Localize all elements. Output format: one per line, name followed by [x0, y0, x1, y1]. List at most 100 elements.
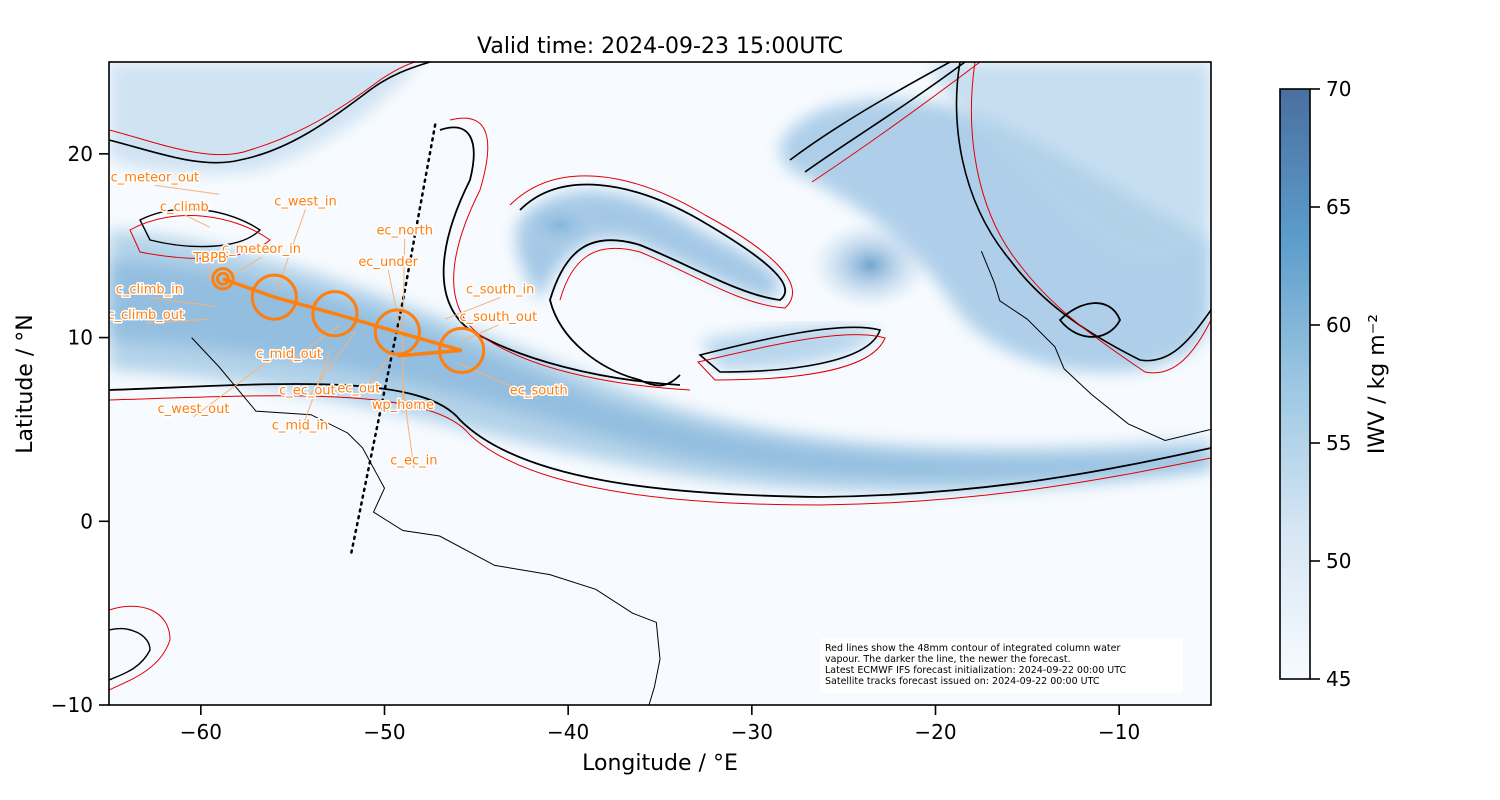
info-line-1: Red lines show the 48mm contour of integ… [825, 643, 1120, 654]
waypoint-label-c_meteor_in: c_meteor_in [222, 242, 301, 257]
waypoint-label-c_climb_in: c_climb_in [116, 282, 183, 297]
info-line-3: Latest ECMWF IFS forecast initialization… [825, 665, 1126, 676]
contour-northwest-new [109, 62, 431, 164]
waypoint-leader-ec_under [387, 269, 404, 342]
map-area: c_meteor_out c_climb c_west_in c_meteor_inT… [107, 61, 1212, 706]
colorbar-tick-label: 65 [1326, 195, 1351, 219]
info-line-4: Satellite tracks forecast issued on: 202… [825, 676, 1100, 687]
waypoint-label-ec_south: ec_south [510, 384, 568, 399]
colorbar-tick-label: 50 [1326, 549, 1351, 573]
flight-track [222, 277, 463, 358]
moisture-maximum [810, 220, 930, 310]
moisture-tongue [700, 325, 880, 370]
colorbar-ticks: 70 65 60 55 50 45 [1310, 77, 1351, 691]
waypoint-label-c_climb_out: c_climb_out [107, 308, 184, 323]
waypoint-leader-c_ec_in [402, 387, 415, 469]
contour-plume-west-old [811, 62, 981, 183]
y-tick-label: 10 [68, 326, 93, 350]
waypoint-label-ec_under: ec_under [358, 255, 418, 270]
contour-northwest-old [109, 62, 416, 156]
info-line-2: vapour. The darker the line, the newer t… [825, 654, 1071, 665]
y-axis-label: Latitude / °N [13, 314, 38, 453]
contour-plume-west-new [789, 62, 966, 173]
contour-tongue-new [698, 326, 882, 373]
contour-curl-new [519, 183, 787, 387]
flight-circle-0 [211, 267, 235, 291]
flight-circle-4 [373, 308, 421, 356]
waypoint-label-c_ec_in: c_ec_in [390, 453, 437, 468]
flight-circle-5 [438, 326, 486, 374]
colorbar-tick-label: 70 [1326, 77, 1351, 101]
waypoint-labels: c_meteor_out c_climb c_west_in c_meteor_inT… [107, 169, 569, 470]
waypoint-leader-c_climb_in [149, 296, 216, 307]
colorbar: 70 65 60 55 50 45 IWV / kg m⁻² [1279, 77, 1390, 691]
x-tick-label: −40 [547, 720, 589, 744]
waypoint-label-ec_out: ec_out [337, 382, 380, 397]
flight-circle-1 [215, 271, 230, 286]
iwv-field: c_meteor_out c_climb c_west_in c_meteor_inT… [107, 62, 1211, 705]
colorbar-label: IWV / kg m⁻² [1365, 314, 1390, 454]
waypoint-leader-ec_north [402, 238, 406, 334]
contour-curl-old [509, 175, 793, 309]
coastline-south-america [191, 337, 661, 705]
waypoint-leader-ec_out [358, 353, 393, 397]
moisture-northeast [930, 62, 1211, 267]
x-tick-label: −30 [731, 720, 773, 744]
map-title: Valid time: 2024-09-23 15:00UTC [477, 34, 843, 59]
waypoint-label-c_mid_out: c_mid_out [256, 347, 322, 362]
info-box: Red lines show the 48mm contour of integ… [820, 638, 1183, 693]
moisture-curl-core [515, 195, 605, 255]
waypoint-leader-c_climb_out [145, 318, 209, 324]
y-tick-label: −10 [51, 693, 93, 717]
contour-eastern-island [1058, 302, 1121, 338]
x-axis-label: Longitude / °E [582, 751, 738, 776]
coastline-africa [980, 251, 1211, 442]
y-axis: 20 10 0 −10 [51, 142, 109, 717]
contour-southwest-old [109, 605, 171, 691]
waypoint-leader-c_mid_in [299, 348, 332, 434]
satellite-track [350, 119, 438, 554]
waypoint-label-TBPB: TBPB [192, 251, 227, 266]
contour-trough-new [439, 126, 681, 386]
waypoint-label-ec_north: ec_north [376, 224, 433, 239]
waypoint-label-c_mid_in: c_mid_in [272, 418, 329, 433]
colorbar-bar [1279, 88, 1311, 680]
y-tick-label: 20 [68, 142, 93, 166]
contour-plume-east-old [971, 62, 1211, 374]
contour-southwest-new [109, 628, 151, 681]
map-frame [108, 61, 1212, 706]
x-tick-label: −10 [1098, 720, 1140, 744]
flight-circle-3 [311, 290, 359, 338]
y-tick-label: 0 [80, 509, 93, 533]
waypoint-label-c_meteor_out: c_meteor_out [111, 170, 200, 185]
waypoint-leader-c_west_out [193, 362, 266, 418]
contour-caribbean-new [139, 208, 262, 248]
flight-circle-2 [250, 273, 298, 321]
contour-caribbean-old [129, 215, 271, 259]
x-tick-label: −20 [914, 720, 956, 744]
contour-south-old [109, 395, 1211, 506]
waypoint-label-c_south_in: c_south_in [466, 282, 534, 297]
waypoint-label-wp_home: wp_home [372, 398, 434, 413]
colorbar-tick-label: 45 [1326, 667, 1351, 691]
contour-south-new [109, 383, 1211, 498]
waypoint-label-c_climb: c_climb [160, 200, 209, 215]
flight-circles [211, 267, 486, 374]
waypoint-label-c_south_out: c_south_out [459, 310, 537, 325]
waypoint-leader-c_south_in [444, 297, 501, 320]
info-box-background [820, 638, 1183, 693]
colorbar-tick-label: 55 [1326, 431, 1351, 455]
waypoint-leader-c_climb [184, 214, 211, 228]
waypoint-leader-c_west_in [275, 209, 306, 292]
moisture-northwest [109, 62, 420, 175]
waypoint-label-c_west_in: c_west_in [274, 194, 337, 209]
x-tick-label: −50 [363, 720, 405, 744]
contour-trough-old [449, 117, 691, 391]
x-axis: −60 −50 −40 −30 −20 −10 [180, 705, 1140, 744]
waypoint-label-c_ec_out: c_ec_out [279, 384, 336, 399]
waypoint-label-c_west_out: c_west_out [158, 402, 230, 417]
iwv-contours [109, 62, 1211, 691]
waypoint-leader-c_ec_out [306, 331, 356, 399]
contour-plume-east-new [955, 62, 1211, 362]
